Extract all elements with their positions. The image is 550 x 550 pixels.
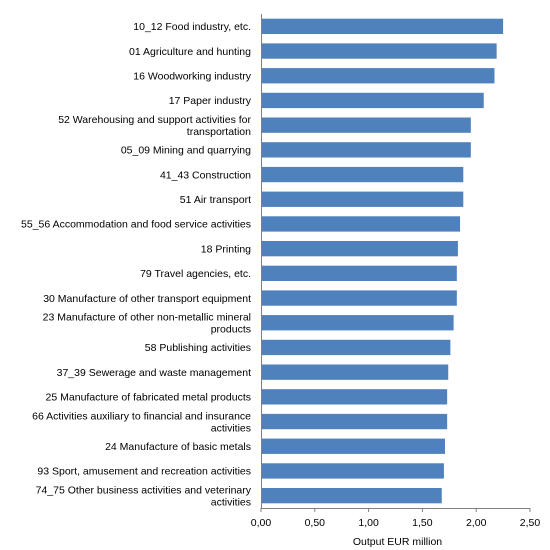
bar [261,68,495,84]
bar [261,142,471,158]
bar [261,166,464,183]
bar [261,487,442,504]
category-label: 52 Warehousing and support activities fo… [58,114,251,138]
category-label: 79 Travel agencies, etc. [140,268,251,280]
category-labels: 10_12 Food industry, etc. 01 Agriculture … [21,21,252,508]
x-tick-label: 0,50 [305,517,326,529]
category-label: 23 Manufacture of other non-metallic min… [43,311,251,335]
x-tick-label: 1,50 [412,517,433,529]
bar [261,240,458,257]
bar [261,315,454,331]
x-axis-title: Output EUR million [353,536,442,548]
bar [261,216,461,232]
bars-group [261,18,504,504]
bar [261,339,451,356]
bar [261,463,444,479]
category-label: 66 Activities auxiliary to financial and… [32,410,251,434]
x-tick-label: 1,00 [358,517,379,529]
bar [261,364,449,380]
category-label: 18 Printing [201,243,251,255]
bar [261,389,448,405]
x-tick-label: 2,00 [466,517,487,529]
bar [261,92,484,109]
category-label: 41_43 Construction [160,169,251,181]
bar [261,117,471,133]
category-label: 17 Paper industry [169,95,252,107]
category-label: 05_09 Mining and quarrying [121,145,251,157]
x-tick-label: 2,50 [520,517,541,529]
category-label: 37_39 Sewerage and waste management [57,367,251,379]
bar [261,265,457,282]
bar [261,438,445,454]
category-label: 16 Woodworking industry [133,70,251,82]
category-label: 55_56 Accommodation and food service act… [21,219,251,231]
category-label: 51 Air transport [180,194,251,206]
bar [261,413,448,430]
category-label: 10_12 Food industry, etc. [133,21,251,33]
category-label: 30 Manufacture of other transport equipm… [43,293,251,305]
x-tick-label: 0,00 [251,517,272,529]
category-label: 58 Publishing activities [145,342,251,354]
bar [261,43,497,59]
category-label: 25 Manufacture of fabricated metal produ… [46,392,251,404]
bar [261,191,464,207]
x-axis-ticks: 0,00 0,50 1,00 1,50 2,00 2,50 [251,508,541,529]
category-label: 74_75 Other business activities and vete… [36,484,252,508]
category-label: 93 Sport, amusement and recreation activ… [37,466,251,478]
category-label: 01 Agriculture and hunting [129,46,251,58]
bar [261,18,504,35]
bar [261,290,457,306]
category-label: 24 Manufacture of basic metals [105,441,251,453]
